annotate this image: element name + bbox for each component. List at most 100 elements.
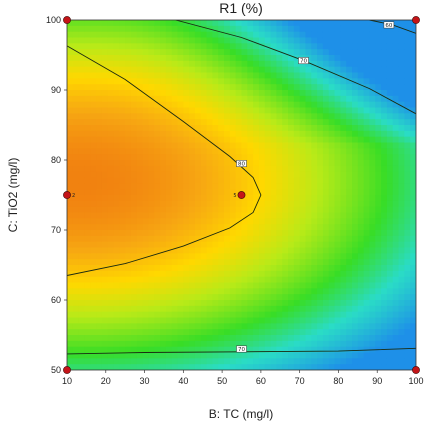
heatmap-cell bbox=[212, 160, 219, 167]
heatmap-cell bbox=[113, 189, 120, 196]
heatmap-cell bbox=[404, 171, 411, 179]
heatmap-cell bbox=[200, 171, 208, 179]
heatmap-cell bbox=[113, 84, 120, 91]
heatmap-cell bbox=[130, 276, 138, 284]
heatmap-cell bbox=[282, 329, 289, 336]
heatmap-cell bbox=[72, 265, 80, 272]
heatmap-cell bbox=[212, 212, 219, 219]
heatmap-cell bbox=[346, 317, 353, 324]
heatmap-cell bbox=[72, 20, 80, 27]
heatmap-cell bbox=[165, 300, 173, 307]
heatmap-cell bbox=[381, 171, 388, 179]
heatmap-cell bbox=[322, 130, 330, 138]
heatmap-cell bbox=[293, 84, 301, 91]
heatmap-cell bbox=[392, 160, 400, 167]
heatmap-cell bbox=[235, 206, 243, 214]
heatmap-cell bbox=[293, 136, 301, 144]
heatmap-cell bbox=[148, 270, 155, 278]
heatmap-cell bbox=[264, 119, 272, 126]
heatmap-cell bbox=[346, 119, 353, 126]
heatmap-cell bbox=[72, 136, 80, 144]
heatmap-cell bbox=[90, 329, 97, 336]
heatmap-cell bbox=[177, 317, 184, 324]
heatmap-cell bbox=[293, 60, 301, 68]
heatmap-cell bbox=[154, 148, 161, 155]
heatmap-cell bbox=[334, 160, 341, 167]
heatmap-cell bbox=[369, 90, 376, 97]
heatmap-cell bbox=[107, 119, 115, 126]
heatmap-cell bbox=[119, 142, 126, 149]
heatmap-cell bbox=[154, 142, 161, 149]
heatmap-cell bbox=[299, 305, 307, 313]
heatmap-cell bbox=[363, 60, 371, 68]
heatmap-cell bbox=[84, 259, 91, 266]
heatmap-cell bbox=[282, 43, 289, 50]
heatmap-cell bbox=[369, 282, 376, 289]
heatmap-cell bbox=[253, 37, 260, 44]
heatmap-cell bbox=[398, 329, 405, 336]
heatmap-cell bbox=[322, 37, 330, 44]
heatmap-cell bbox=[276, 346, 283, 354]
heatmap-cell bbox=[381, 259, 388, 266]
heatmap-cell bbox=[194, 218, 202, 225]
heatmap-cell bbox=[276, 224, 283, 231]
heatmap-cell bbox=[177, 335, 184, 342]
heatmap-cell bbox=[253, 84, 260, 91]
heatmap-cell bbox=[299, 177, 307, 184]
heatmap-cell bbox=[352, 31, 359, 39]
heatmap-cell bbox=[101, 49, 109, 56]
heatmap-cell bbox=[247, 20, 254, 27]
heatmap-cell bbox=[136, 125, 144, 132]
heatmap-cell bbox=[183, 358, 190, 365]
heatmap-cell bbox=[136, 311, 144, 319]
heatmap-cell bbox=[183, 259, 190, 266]
heatmap-cell bbox=[224, 31, 231, 39]
heatmap-cell bbox=[72, 55, 80, 62]
heatmap-cell bbox=[340, 212, 347, 219]
heatmap-cell bbox=[299, 66, 307, 74]
heatmap-cell bbox=[369, 276, 376, 284]
heatmap-cell bbox=[398, 84, 405, 91]
heatmap-cell bbox=[200, 183, 208, 190]
heatmap-cell bbox=[293, 294, 301, 301]
heatmap-cell bbox=[90, 31, 97, 39]
heatmap-cell bbox=[288, 235, 295, 243]
heatmap-cell bbox=[142, 288, 150, 295]
heatmap-cell bbox=[404, 300, 411, 307]
heatmap-cell bbox=[165, 125, 173, 132]
heatmap-cell bbox=[224, 136, 231, 144]
heatmap-cell bbox=[352, 340, 359, 348]
heatmap-cell bbox=[334, 346, 341, 354]
heatmap-cell bbox=[125, 72, 132, 79]
heatmap-cell bbox=[113, 160, 120, 167]
heatmap-cell bbox=[160, 49, 167, 56]
heatmap-cell bbox=[183, 37, 190, 44]
heatmap-cell bbox=[189, 230, 196, 237]
heatmap-cell bbox=[194, 31, 202, 39]
heatmap-cell bbox=[113, 235, 120, 243]
heatmap-cell bbox=[369, 107, 376, 114]
heatmap-cell bbox=[293, 364, 301, 370]
heatmap-cell bbox=[241, 364, 248, 370]
heatmap-cell bbox=[276, 288, 283, 295]
design-point bbox=[63, 191, 71, 199]
heatmap-cell bbox=[340, 311, 347, 319]
heatmap-cell bbox=[293, 148, 301, 155]
heatmap-cell bbox=[125, 130, 132, 138]
heatmap-cell bbox=[171, 183, 179, 190]
heatmap-cell bbox=[229, 206, 237, 214]
heatmap-cell bbox=[78, 165, 86, 173]
heatmap-cell bbox=[218, 294, 225, 301]
heatmap-cell bbox=[160, 90, 167, 97]
heatmap-cell bbox=[165, 95, 173, 103]
heatmap-cell bbox=[381, 43, 388, 50]
heatmap-cell bbox=[247, 95, 254, 103]
heatmap-cell bbox=[189, 247, 196, 254]
heatmap-cell bbox=[177, 177, 184, 184]
heatmap-cell bbox=[381, 148, 388, 155]
heatmap-cell bbox=[293, 107, 301, 114]
heatmap-cell bbox=[357, 130, 365, 138]
heatmap-cell bbox=[136, 276, 144, 284]
heatmap-cell bbox=[189, 20, 196, 27]
